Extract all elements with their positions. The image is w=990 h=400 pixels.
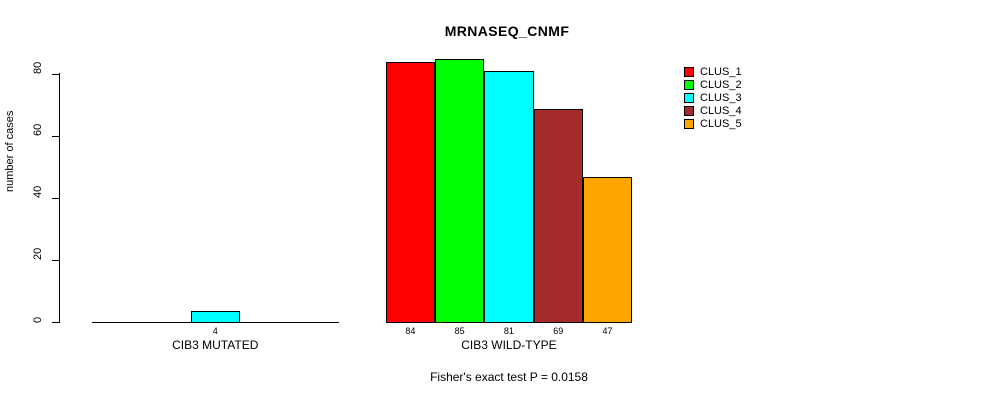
bar-clus-1-cib3-wild-type xyxy=(385,62,435,323)
y-axis-line xyxy=(59,73,60,323)
legend-item-clus-2: CLUS_2 xyxy=(684,79,742,91)
legend-swatch-clus-5 xyxy=(684,119,694,129)
legend-swatch-clus-3 xyxy=(684,93,694,103)
legend-item-label: CLUS_1 xyxy=(700,66,742,78)
legend-item-label: CLUS_2 xyxy=(700,79,742,91)
legend-swatch-clus-1 xyxy=(684,67,694,77)
chart-title: MRNASEQ_CNMF xyxy=(444,23,570,39)
legend-item-clus-1: CLUS_1 xyxy=(684,66,742,78)
fisher-test-annotation: Fisher's exact test P = 0.0158 xyxy=(430,370,588,384)
legend-item-label: CLUS_4 xyxy=(700,105,742,117)
y-tick-mark xyxy=(52,135,59,137)
y-tick-mark xyxy=(52,197,59,199)
legend-item-clus-5: CLUS_5 xyxy=(684,118,742,130)
legend-item-clus-4: CLUS_4 xyxy=(684,105,742,117)
bar-clus-5-cib3-wild-type xyxy=(582,177,633,323)
bar-value-label: 69 xyxy=(553,325,564,336)
legend-item-label: CLUS_5 xyxy=(700,118,742,130)
x-axis-group-label-cib3-mutated: CIB3 MUTATED xyxy=(172,337,259,352)
legend-item-label: CLUS_3 xyxy=(700,92,742,104)
bar-value-label: 4 xyxy=(212,325,218,336)
bar-value-label: 84 xyxy=(405,325,416,336)
x-axis-group-label-cib3-wild-type: CIB3 WILD-TYPE xyxy=(461,337,557,352)
y-tick-mark xyxy=(52,322,59,323)
bar-value-label: 47 xyxy=(602,325,613,336)
bar-value-label: 81 xyxy=(503,325,514,336)
legend-swatch-clus-2 xyxy=(684,80,694,90)
legend-item-clus-3: CLUS_3 xyxy=(684,92,742,104)
bar-clus-3-cib3-mutated xyxy=(190,310,240,323)
bar-clus-3-cib3-wild-type xyxy=(484,71,534,323)
bar-clus-2-cib3-wild-type xyxy=(435,58,485,323)
legend-swatch-clus-4 xyxy=(684,106,694,116)
bar-value-label: 85 xyxy=(454,325,465,336)
y-tick-mark xyxy=(52,259,59,261)
y-tick-mark xyxy=(52,73,59,75)
bar-clus-4-cib3-wild-type xyxy=(533,108,583,323)
